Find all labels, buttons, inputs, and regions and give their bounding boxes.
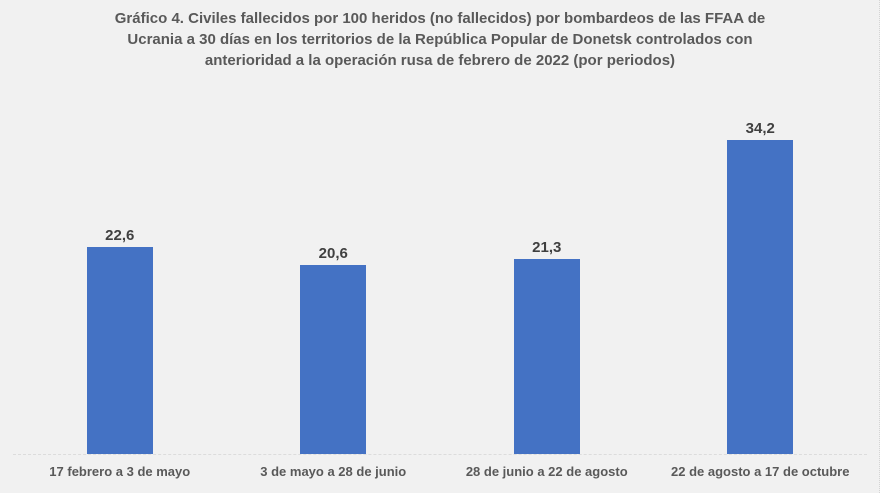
bar-column: 21,3 bbox=[440, 87, 654, 454]
bar-value-label: 34,2 bbox=[745, 120, 775, 138]
bar-column: 20,6 bbox=[227, 87, 441, 454]
bar-value-label: 20,6 bbox=[318, 245, 348, 262]
x-axis-label: 3 de mayo a 28 de junio bbox=[260, 464, 407, 479]
bar-value-label: 22,6 bbox=[105, 226, 135, 244]
bar bbox=[727, 140, 794, 454]
bar-value-label: 21,3 bbox=[532, 238, 562, 256]
x-axis-label: 28 de junio a 22 de agosto bbox=[465, 464, 628, 479]
bar bbox=[86, 246, 153, 454]
x-axis: 17 febrero a 3 de mayo 3 de mayo a 28 de … bbox=[13, 464, 867, 479]
x-axis-label: 22 de agosto a 17 de octubre bbox=[671, 464, 850, 479]
bar-column: 34,2 bbox=[654, 87, 868, 454]
plot-area: 22,6 20,6 21,3 34,2 bbox=[13, 87, 867, 455]
chart-title: Gráfico 4. Civiles fallecidos por 100 he… bbox=[114, 10, 766, 69]
bar bbox=[513, 258, 580, 454]
bar bbox=[300, 265, 367, 454]
x-axis-label: 17 febrero a 3 de mayo bbox=[49, 464, 191, 479]
bar-column: 22,6 bbox=[13, 87, 227, 454]
